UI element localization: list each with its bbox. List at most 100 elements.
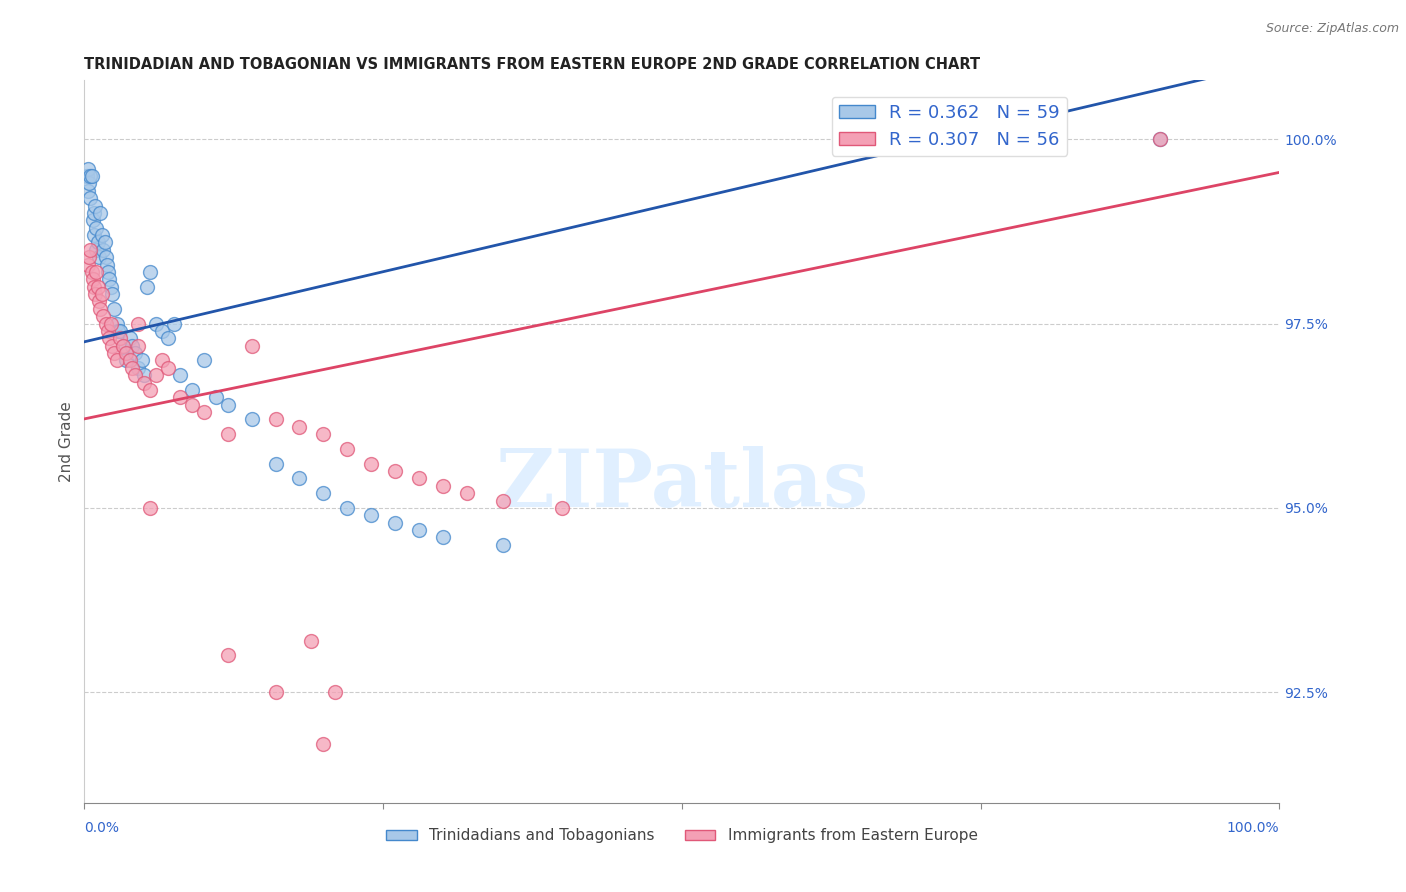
- Y-axis label: 2nd Grade: 2nd Grade: [59, 401, 75, 482]
- Point: [336, 500, 359, 515]
- Point: [456, 486, 478, 500]
- Point: [432, 479, 454, 493]
- Point: [98, 272, 121, 286]
- Point: [336, 442, 359, 456]
- Point: [301, 633, 323, 648]
- Point: [205, 390, 228, 404]
- Point: [157, 360, 180, 375]
- Point: [86, 235, 108, 250]
- Point: [77, 250, 100, 264]
- Point: [86, 220, 108, 235]
- Point: [240, 339, 263, 353]
- Point: [111, 339, 134, 353]
- Point: [77, 184, 100, 198]
- Point: [312, 486, 335, 500]
- Point: [107, 324, 129, 338]
- Point: [360, 457, 382, 471]
- Point: [145, 317, 167, 331]
- Point: [169, 368, 191, 383]
- Point: [135, 279, 157, 293]
- Point: [408, 523, 430, 537]
- Point: [93, 309, 115, 323]
- Point: [87, 250, 110, 264]
- Point: [103, 301, 125, 316]
- Point: [127, 360, 149, 375]
- Point: [91, 228, 114, 243]
- Point: [76, 169, 98, 183]
- Point: [105, 353, 128, 368]
- Point: [163, 317, 186, 331]
- Point: [93, 243, 115, 257]
- Point: [181, 383, 204, 397]
- Point: [79, 191, 101, 205]
- Point: [86, 243, 108, 257]
- Point: [96, 258, 118, 272]
- Text: Source: ZipAtlas.com: Source: ZipAtlas.com: [1265, 22, 1399, 36]
- Legend: Trinidadians and Tobagonians, Immigrants from Eastern Europe: Trinidadians and Tobagonians, Immigrants…: [380, 822, 984, 849]
- Point: [118, 331, 141, 345]
- Point: [83, 279, 105, 293]
- Point: [150, 353, 173, 368]
- Point: [492, 493, 515, 508]
- Point: [115, 353, 138, 368]
- Point: [312, 737, 335, 751]
- Point: [80, 169, 103, 183]
- Point: [132, 376, 156, 390]
- Point: [89, 301, 111, 316]
- Point: [84, 287, 107, 301]
- Point: [127, 317, 149, 331]
- Point: [83, 206, 105, 220]
- Point: [384, 464, 406, 478]
- Point: [103, 346, 125, 360]
- Point: [121, 360, 143, 375]
- Text: TRINIDADIAN AND TOBAGONIAN VS IMMIGRANTS FROM EASTERN EUROPE 2ND GRADE CORRELATI: TRINIDADIAN AND TOBAGONIAN VS IMMIGRANTS…: [84, 57, 980, 72]
- Point: [100, 279, 122, 293]
- Point: [105, 317, 128, 331]
- Point: [217, 427, 239, 442]
- Point: [432, 530, 454, 544]
- Point: [124, 368, 146, 383]
- Point: [87, 294, 110, 309]
- Point: [77, 258, 100, 272]
- Point: [124, 346, 146, 360]
- Point: [111, 339, 134, 353]
- Point: [157, 331, 180, 345]
- Point: [325, 685, 347, 699]
- Point: [288, 471, 311, 485]
- Point: [1149, 132, 1171, 146]
- Point: [101, 339, 124, 353]
- Point: [89, 206, 111, 220]
- Point: [94, 317, 117, 331]
- Point: [492, 538, 515, 552]
- Point: [217, 648, 239, 663]
- Point: [110, 324, 132, 338]
- Point: [145, 368, 167, 383]
- Point: [83, 228, 105, 243]
- Point: [94, 250, 117, 264]
- Point: [139, 383, 162, 397]
- Point: [84, 199, 107, 213]
- Point: [77, 177, 100, 191]
- Point: [193, 353, 215, 368]
- Point: [79, 169, 101, 183]
- Point: [264, 685, 287, 699]
- Point: [139, 265, 162, 279]
- Point: [97, 324, 120, 338]
- Point: [384, 516, 406, 530]
- Point: [97, 265, 120, 279]
- Point: [86, 265, 108, 279]
- Point: [551, 500, 574, 515]
- Text: ZIPatlas: ZIPatlas: [496, 446, 868, 524]
- Text: 0.0%: 0.0%: [84, 821, 120, 835]
- Point: [115, 346, 138, 360]
- Point: [139, 500, 162, 515]
- Point: [79, 243, 101, 257]
- Point: [131, 353, 153, 368]
- Point: [93, 235, 115, 250]
- Point: [408, 471, 430, 485]
- Point: [100, 317, 122, 331]
- Point: [288, 419, 311, 434]
- Point: [80, 265, 103, 279]
- Point: [264, 412, 287, 426]
- Point: [150, 324, 173, 338]
